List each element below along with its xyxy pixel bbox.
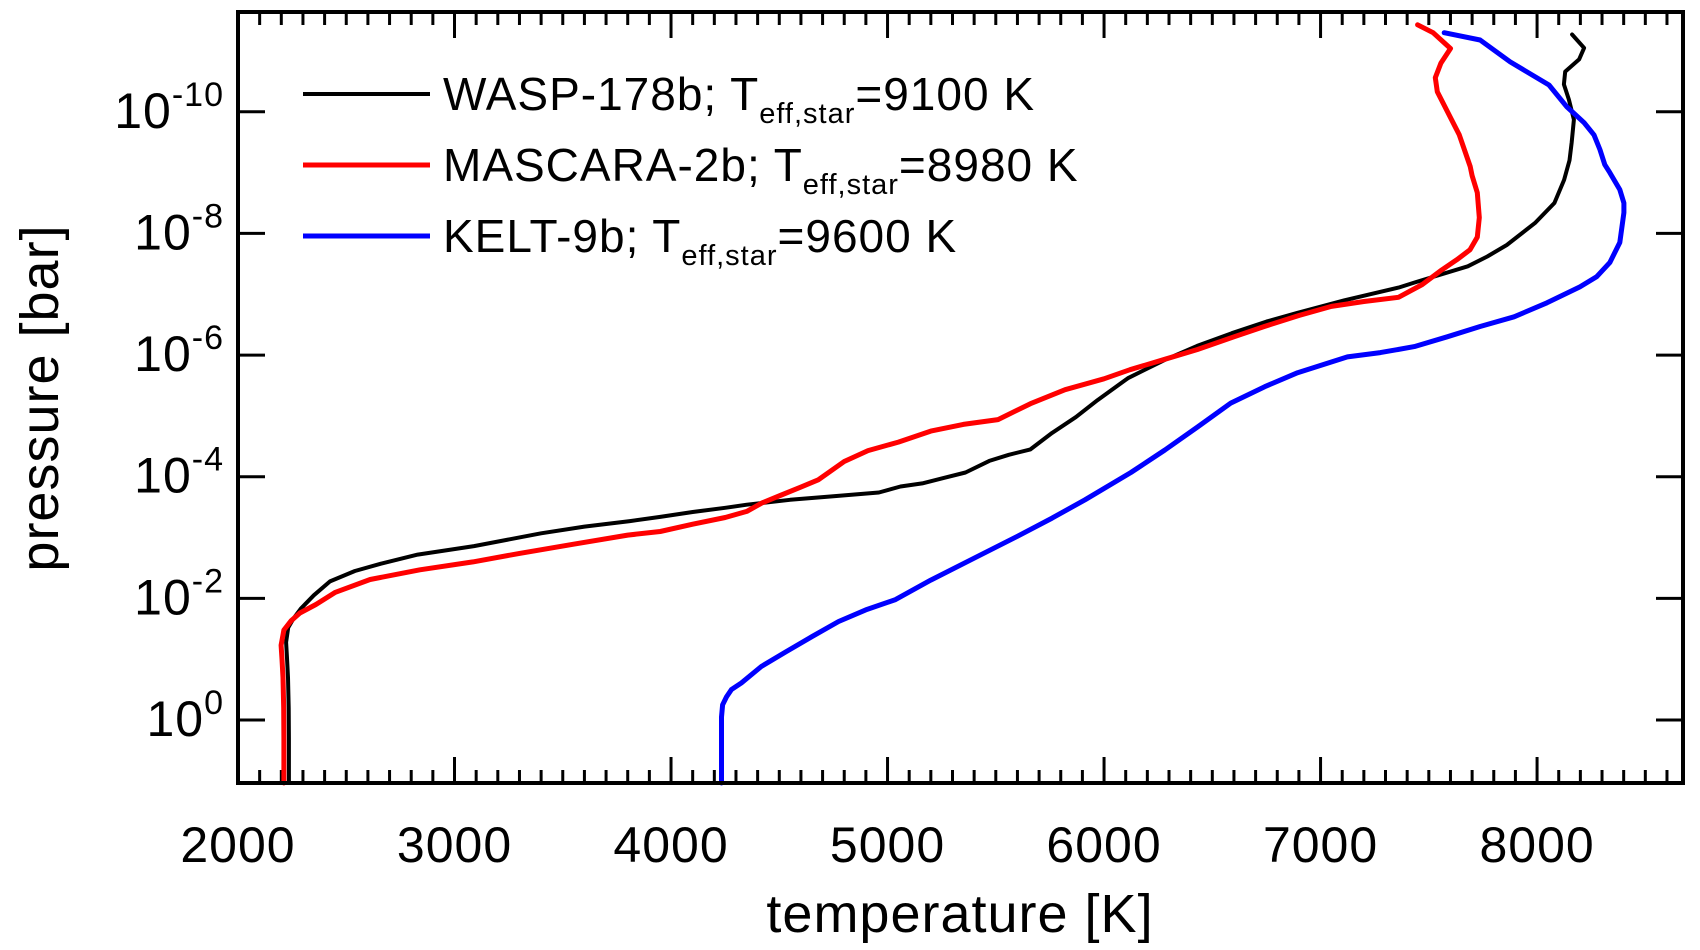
x-tick-label: 2000 <box>180 817 295 873</box>
legend: WASP-178b; Teff,star=9100 K MASCARA-2b; T… <box>303 68 1079 272</box>
x-tick-label: 8000 <box>1479 817 1594 873</box>
profile-curves <box>278 22 1627 786</box>
plot-frame <box>236 10 1685 785</box>
curve-mascara-2b <box>278 22 1482 786</box>
y-tick-label: 10-4 <box>134 441 224 504</box>
curve-kelt-9b <box>719 30 1627 786</box>
legend-label: KELT-9b; Teff,star=9600 K <box>443 210 957 272</box>
y-tick-label: 10-8 <box>134 197 224 260</box>
y-tick-label: 10-10 <box>114 76 224 139</box>
legend-entry: MASCARA-2b; Teff,star=8980 K <box>303 139 1079 201</box>
x-tick-label: 4000 <box>613 817 728 873</box>
x-axis-title: temperature [K] <box>766 884 1153 944</box>
legend-entry: WASP-178b; Teff,star=9100 K <box>303 68 1035 130</box>
legend-entry: KELT-9b; Teff,star=9600 K <box>303 210 957 272</box>
axis-ticks <box>236 12 1683 783</box>
y-tick-label: 10-6 <box>134 319 224 382</box>
x-tick-labels: 2000 3000 4000 5000 6000 7000 8000 <box>180 817 1594 873</box>
y-tick-labels: 10-10 10-8 10-6 10-4 10-2 100 <box>114 76 224 747</box>
y-tick-label: 100 <box>146 684 224 747</box>
x-tick-label: 3000 <box>397 817 512 873</box>
x-tick-label: 6000 <box>1046 817 1161 873</box>
y-tick-label: 10-2 <box>134 562 224 625</box>
x-tick-label: 7000 <box>1263 817 1378 873</box>
legend-label: MASCARA-2b; Teff,star=8980 K <box>443 139 1079 201</box>
y-axis-title: pressure [bar] <box>10 224 70 571</box>
curve-wasp-178b <box>284 32 1587 785</box>
legend-label: WASP-178b; Teff,star=9100 K <box>443 68 1035 130</box>
x-tick-label: 5000 <box>830 817 945 873</box>
